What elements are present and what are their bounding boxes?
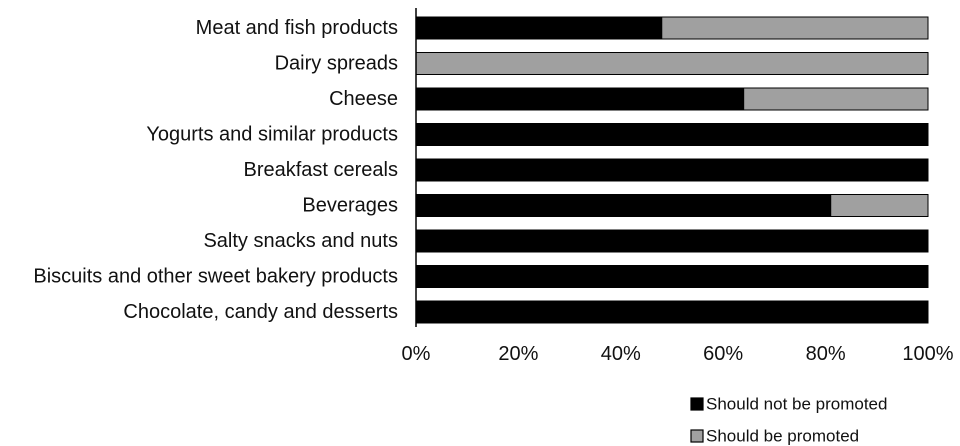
legend-swatch	[690, 429, 704, 443]
bar-segment-not-promoted	[415, 300, 929, 324]
x-tick-label: 20%	[498, 343, 538, 365]
x-tick-label: 40%	[601, 343, 641, 365]
legend-swatch	[690, 397, 704, 411]
x-tick-label: 60%	[703, 343, 743, 365]
bars-group	[415, 16, 929, 324]
legend: Should not be promoted Should be promoted	[690, 395, 887, 446]
x-tick-label: 0%	[402, 343, 431, 365]
legend-label: Should be promoted	[706, 427, 859, 446]
bar-segment-not-promoted	[415, 158, 929, 182]
bar-segment-promoted	[743, 87, 929, 111]
category-label: Beverages	[302, 195, 398, 217]
category-label: Chocolate, candy and desserts	[123, 301, 398, 323]
x-tick-label: 80%	[806, 343, 846, 365]
category-label: Salty snacks and nuts	[203, 230, 398, 252]
bar-segment-promoted	[415, 52, 929, 75]
bar-segment-not-promoted	[415, 87, 745, 111]
bar-segment-not-promoted	[415, 194, 832, 217]
category-label: Biscuits and other sweet bakery products	[33, 266, 398, 288]
category-label: Breakfast cereals	[243, 159, 398, 181]
legend-label: Should not be promoted	[706, 395, 887, 414]
x-tick-label: 100%	[902, 343, 953, 365]
bar-segment-promoted	[661, 16, 929, 40]
category-label: Yogurts and similar products	[146, 124, 398, 146]
bar-segment-not-promoted	[415, 229, 929, 253]
category-label: Meat and fish products	[196, 17, 398, 39]
category-label: Cheese	[329, 88, 398, 110]
bar-segment-not-promoted	[415, 123, 929, 146]
category-label: Dairy spreads	[275, 53, 398, 75]
bar-segment-not-promoted	[415, 16, 663, 40]
category-labels: Meat and fish products Dairy spreads Chees…	[33, 17, 398, 323]
bar-segment-promoted	[830, 194, 929, 217]
x-axis-ticks: 0% 20% 40% 60% 80% 100%	[402, 343, 954, 365]
bar-segment-not-promoted	[415, 265, 929, 288]
